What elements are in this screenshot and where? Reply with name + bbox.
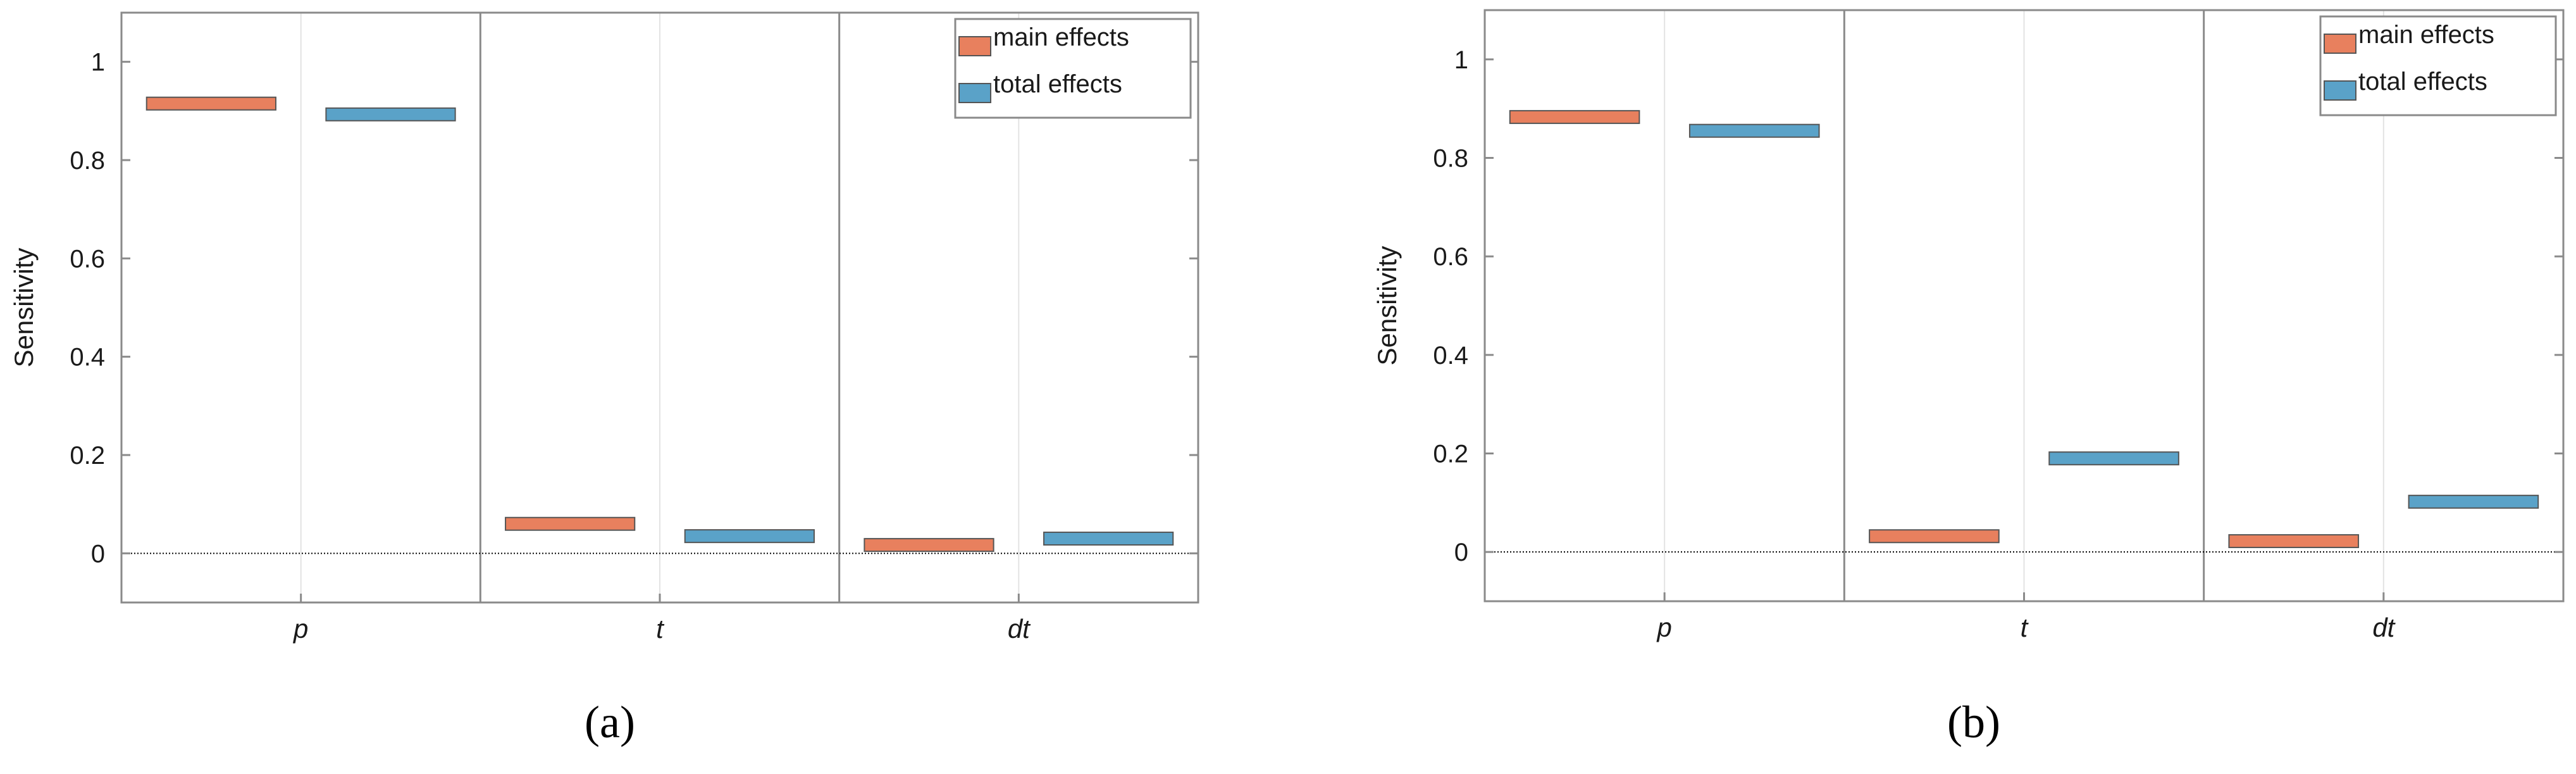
- bar-main-effects-t: [505, 516, 636, 531]
- y-tick-label: 0.6: [70, 245, 105, 273]
- x-tick-label-t: t: [656, 614, 665, 644]
- panel-caption-b: (b): [1910, 696, 2037, 749]
- y-tick-label: 0.6: [1433, 243, 1468, 271]
- legend-label-main-effects: main effects: [2358, 21, 2494, 49]
- y-tick-label: 0: [91, 540, 105, 568]
- y-tick-label: 1: [91, 49, 105, 77]
- y-tick-label: 0.2: [1433, 440, 1468, 468]
- y-axis-label: Sensitivity: [9, 247, 39, 367]
- legend-swatch-main-effects: [958, 36, 991, 56]
- bar-total-effects-dt: [2408, 494, 2539, 509]
- legend-label-total-effects: total effects: [2358, 68, 2487, 96]
- x-tick-label-p: p: [1656, 613, 1671, 642]
- legend-label-total-effects: total effects: [993, 70, 1122, 98]
- bar-total-effects-p: [325, 107, 456, 122]
- bar-total-effects-t: [684, 529, 815, 544]
- panel-caption-a: (a): [547, 696, 673, 749]
- panel-b: 0 0.2 0.4 0.6 0.8 1 Sensitivity p t dt main effect…: [1372, 9, 2565, 642]
- legend: [954, 18, 1192, 119]
- legend-swatch-total-effects: [958, 83, 991, 103]
- y-tick-label: 0.8: [1433, 145, 1468, 173]
- bar-total-effects-dt: [1043, 532, 1174, 546]
- y-tick-label: 1: [1454, 46, 1468, 74]
- bar-total-effects-p: [1688, 123, 1820, 138]
- bar-main-effects-dt: [2228, 534, 2360, 549]
- y-tick-label: 0.8: [70, 147, 105, 175]
- y-tick-label: 0.2: [70, 442, 105, 470]
- panel-a: 0 0.2 0.4 0.6 0.8 1 Sensitivity p t dt main effect…: [9, 11, 1199, 644]
- y-tick-label: 0.4: [70, 344, 105, 371]
- panel-caption-a-text: (a): [585, 697, 635, 747]
- bar-main-effects-p: [1509, 109, 1640, 124]
- bar-main-effects-p: [146, 96, 276, 111]
- legend-label-main-effects: main effects: [993, 23, 1129, 51]
- x-tick-label-dt: dt: [1008, 614, 1031, 644]
- y-axis-label: Sensitivity: [1372, 246, 1402, 365]
- legend-swatch-total-effects: [2324, 80, 2356, 101]
- legend-swatch-main-effects: [2324, 34, 2356, 54]
- x-tick-label-p: p: [292, 614, 308, 644]
- x-tick-label-t: t: [2021, 613, 2029, 642]
- x-tick-label-dt: dt: [2372, 613, 2396, 642]
- bar-main-effects-t: [1869, 529, 2000, 544]
- legend: [2319, 15, 2557, 116]
- panel-caption-b-text: (b): [1947, 697, 2000, 747]
- y-tick-label: 0: [1454, 539, 1468, 566]
- bar-main-effects-dt: [864, 538, 994, 552]
- bar-total-effects-t: [2048, 451, 2179, 466]
- y-tick-label: 0.4: [1433, 342, 1468, 370]
